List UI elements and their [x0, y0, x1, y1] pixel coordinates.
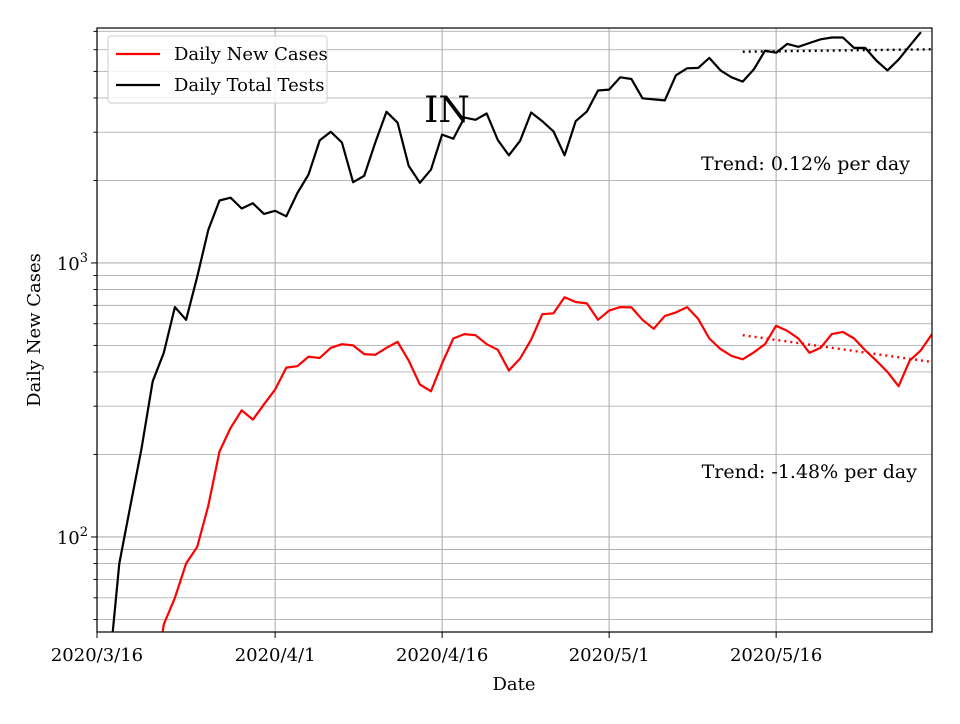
- series-line-cases: [161, 296, 932, 632]
- trend-line-tests: [742, 48, 932, 53]
- x-tick-label: 2020/4/1: [235, 645, 316, 666]
- series-line-tests: [111, 31, 922, 632]
- trend-label-cases: Trend: -1.48% per day: [702, 461, 918, 483]
- x-axis-label: Date: [492, 674, 535, 695]
- legend-box: [107, 35, 328, 104]
- y-tick-label: 102: [57, 525, 88, 549]
- legend: Daily New Cases Daily Total Tests: [107, 35, 328, 104]
- trend-line-cases: [742, 333, 932, 364]
- x-tick-label: 2020/3/16: [51, 645, 143, 666]
- x-tick-label: 2020/5/1: [569, 645, 650, 666]
- series-lines: [111, 31, 932, 632]
- trend-label-tests: Trend: 0.12% per day: [701, 153, 910, 175]
- y-tick-label: 103: [57, 251, 88, 275]
- plot-frame: [96, 27, 933, 633]
- x-tick-label: 2020/5/16: [730, 645, 822, 666]
- chart-title: IN: [424, 90, 470, 131]
- x-tick-label: 2020/4/16: [396, 645, 488, 666]
- legend-label-tests: Daily Total Tests: [174, 75, 324, 96]
- y-axis-label: Daily New Cases: [24, 253, 45, 407]
- legend-label-cases: Daily New Cases: [174, 44, 328, 65]
- grid-lines: [96, 28, 932, 632]
- axes: 102 103 2020/3/16 2020/4/1 2020/4/16 2020/5/1…: [51, 30, 822, 666]
